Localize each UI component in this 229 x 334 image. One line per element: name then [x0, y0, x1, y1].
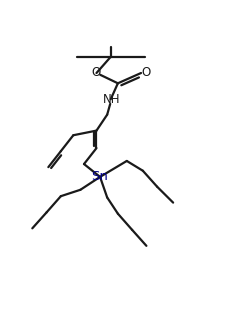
Text: NH: NH	[102, 93, 120, 106]
Text: O: O	[91, 66, 101, 79]
Text: Sn: Sn	[91, 170, 108, 183]
Text: O: O	[140, 66, 150, 79]
